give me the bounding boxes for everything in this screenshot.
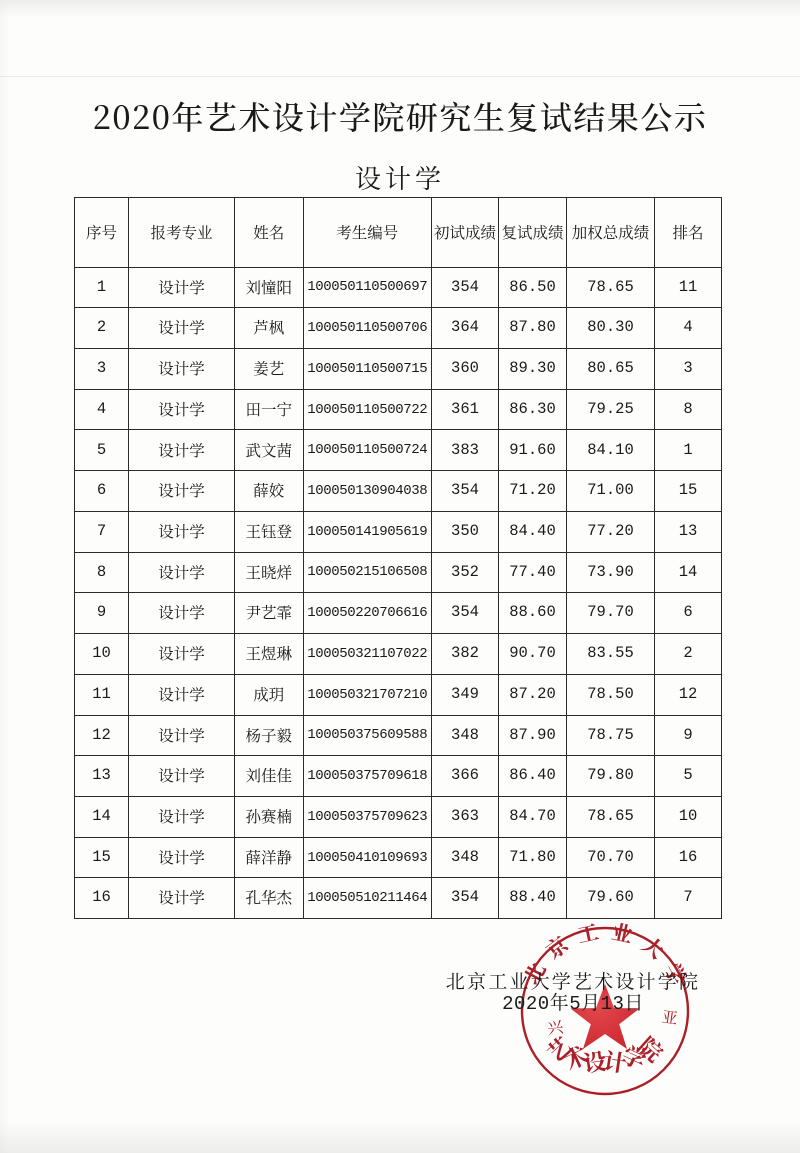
svg-text:大: 大 — [636, 929, 671, 966]
svg-text:业: 业 — [609, 916, 636, 950]
svg-text:工: 工 — [574, 916, 601, 950]
svg-text:兴: 兴 — [546, 1014, 565, 1039]
svg-text:京: 京 — [539, 928, 575, 965]
